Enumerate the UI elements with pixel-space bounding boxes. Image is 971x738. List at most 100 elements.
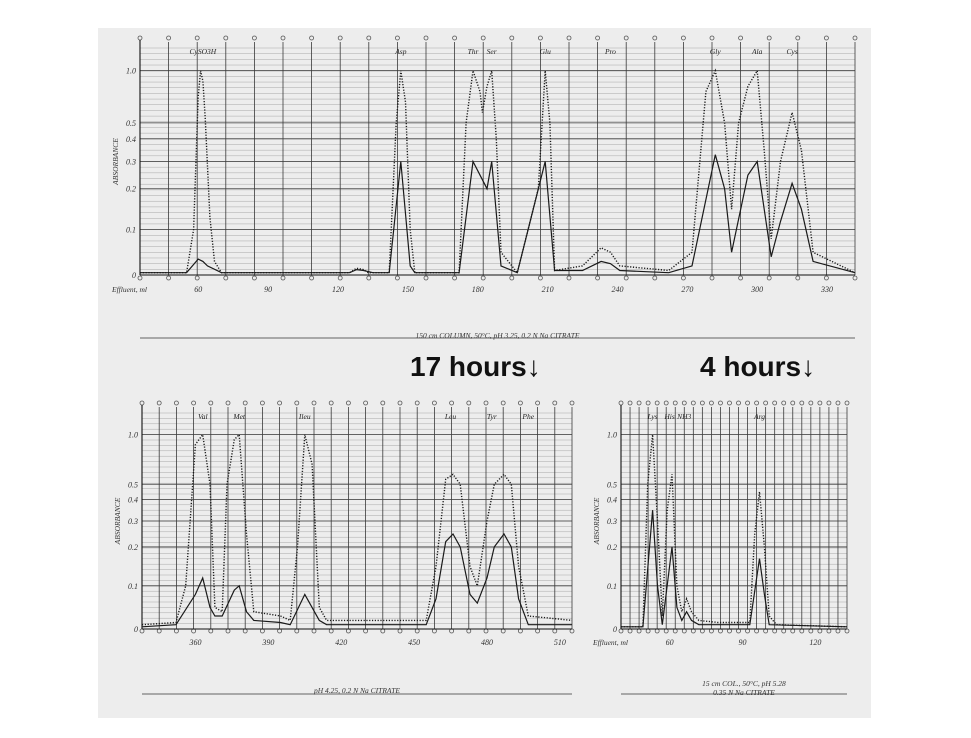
peak-label: Cys	[786, 47, 797, 56]
bottom-marker-dot	[645, 628, 651, 634]
top-marker-dot	[852, 35, 858, 41]
top-marker-dot	[208, 400, 214, 406]
bottom-marker-dot	[366, 275, 372, 281]
bottom-marker-dot	[277, 628, 283, 634]
bottom-marker-dot	[537, 275, 543, 281]
x-tick-label: 510	[554, 638, 566, 647]
bottom-marker-dot	[337, 275, 343, 281]
top-marker-dot	[736, 400, 741, 406]
bottom-marker-dot	[166, 275, 171, 281]
peak-label: Asp	[394, 47, 407, 56]
top-marker-dot	[535, 400, 541, 406]
top-marker-dot	[654, 400, 660, 406]
peak-label: Gly	[710, 47, 722, 56]
peak-label: NH3	[676, 412, 691, 421]
y-tick-label: 0.2	[128, 543, 138, 552]
x-tick-label: 150	[402, 285, 414, 294]
bottom-marker-dot	[766, 275, 772, 281]
bottom-marker-dot	[194, 275, 200, 281]
top-marker-dot	[627, 400, 633, 406]
top-marker-dot	[156, 400, 162, 406]
peak-label: His	[663, 412, 675, 421]
bottom-marker-dot	[414, 628, 420, 634]
y-axis-label: ABSORBANCE	[113, 497, 122, 545]
x-tick-label: 60	[194, 285, 202, 294]
bottom-marker-dot	[699, 628, 705, 634]
series-line-440nm	[621, 510, 848, 628]
top-marker-dot	[652, 35, 658, 41]
bottom-marker-dot	[328, 628, 334, 634]
top-marker-dot	[242, 400, 248, 406]
bottom-marker-dot	[835, 628, 841, 634]
y-tick-label: 0.5	[607, 480, 617, 489]
bottom-marker-dot	[552, 628, 558, 634]
y-tick-label: 0.4	[128, 495, 138, 504]
top-marker-dot	[309, 35, 315, 41]
top-marker-dot	[225, 400, 231, 406]
bottom-marker-dot	[431, 628, 437, 634]
peak-label: Met	[232, 412, 246, 421]
bottom-marker-dot	[566, 275, 572, 281]
y-tick-label: 0.4	[607, 495, 617, 504]
top-marker-dot	[808, 400, 814, 406]
x-tick-label: 300	[750, 285, 763, 294]
top-marker-dot	[337, 35, 343, 41]
bottom-marker-dot	[397, 628, 403, 634]
bottom-marker-dot	[345, 628, 351, 634]
top-marker-dot	[259, 400, 265, 406]
top-marker-dot	[194, 35, 200, 41]
bottom-marker-dot	[174, 628, 179, 634]
peak-label: Ser	[487, 47, 497, 56]
top-marker-dot	[766, 35, 772, 41]
bottom-marker-dot	[242, 628, 248, 634]
top-marker-dot	[277, 400, 283, 406]
bottom-marker-dot	[223, 275, 229, 281]
peak-label: Arg	[753, 412, 765, 421]
x-tick-label: 450	[408, 638, 420, 647]
bottom-marker-dot	[483, 628, 489, 634]
peak-label: Thr	[468, 47, 479, 56]
bottom-marker-dot	[208, 628, 214, 634]
bottom-marker-dot	[654, 628, 660, 634]
top-marker-dot	[366, 35, 372, 41]
top-marker-dot	[552, 400, 558, 406]
top-marker-dot	[191, 400, 196, 406]
x-tick-label: 390	[261, 638, 274, 647]
bottom-marker-dot	[535, 628, 541, 634]
bottom-marker-dot	[309, 275, 315, 281]
top-marker-dot	[754, 400, 760, 406]
bottom-marker-dot	[517, 628, 523, 634]
y-tick-label: 0.5	[126, 119, 136, 128]
bottom-marker-dot	[139, 628, 145, 634]
bottom-marker-dot	[852, 275, 858, 281]
bottom-marker-dot	[380, 628, 386, 634]
top-marker-dot	[414, 400, 420, 406]
y-tick-label: 0.2	[126, 185, 136, 194]
bottom-marker-dot	[790, 628, 796, 634]
top-marker-dot	[431, 400, 437, 406]
top-marker-dot	[394, 35, 400, 41]
y-tick-label: 0	[613, 625, 617, 634]
chromatogram-paper	[98, 28, 871, 718]
top-marker-dot	[223, 35, 229, 41]
top-marker-dot	[311, 400, 317, 406]
annotation-17-hours: 17 hours↓	[410, 351, 541, 382]
top-marker-dot	[817, 400, 823, 406]
peak-label: Tyr	[487, 412, 497, 421]
y-tick-label: 0.5	[128, 480, 138, 489]
x-tick-label: 270	[681, 285, 693, 294]
bottom-marker-dot	[480, 275, 486, 281]
x-tick-label: 330	[820, 285, 833, 294]
top-marker-dot	[328, 400, 334, 406]
peak-label: Val	[198, 412, 208, 421]
top-marker-dot	[781, 400, 787, 406]
y-tick-label: 0	[134, 625, 138, 634]
top-marker-dot	[790, 400, 796, 406]
bottom-marker-dot	[311, 628, 317, 634]
chart-panel-bottom-right: 1.0 0.5 0.4 0.3 0.2 0.1 0 ABSORBANCE 60 90 120 Effl…	[592, 400, 850, 697]
top-marker-dot	[251, 35, 257, 41]
bottom-marker-dot	[781, 628, 787, 634]
top-marker-dot	[174, 400, 179, 406]
bottom-marker-dot	[795, 275, 801, 281]
bottom-marker-dot	[681, 628, 687, 634]
